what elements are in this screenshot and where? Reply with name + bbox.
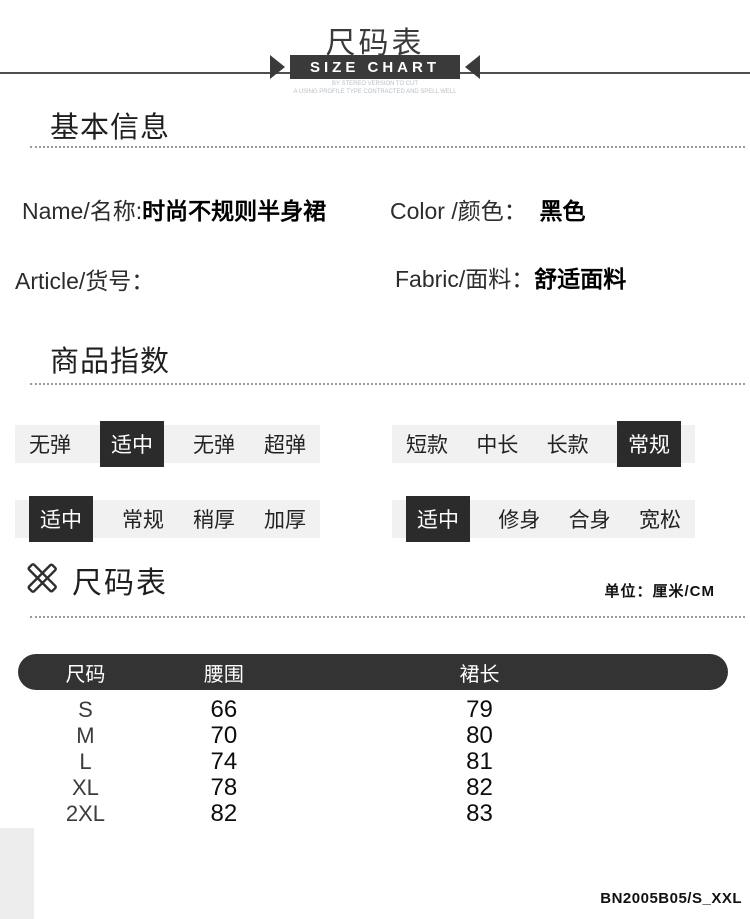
- cell-length: 80: [466, 722, 493, 749]
- cell-size: S: [78, 697, 93, 722]
- cell-length: 79: [466, 696, 493, 723]
- option-elasticity-4: 超弹: [264, 434, 306, 457]
- option-length-2: 中长: [476, 434, 519, 457]
- cell-waist: 78: [210, 774, 238, 801]
- dotted-divider-1: [30, 146, 745, 148]
- size-table-header: 尺码 腰围 裙长: [18, 654, 728, 690]
- cell-waist: 82: [210, 800, 238, 827]
- fabric-label: Fabric/面料：: [395, 266, 535, 292]
- cell-size: L: [79, 749, 92, 774]
- name-field: Name/名称:时尚不规则半身裙: [22, 192, 326, 226]
- fabric-value: 舒适面料: [534, 266, 627, 292]
- option-thickness-1-selected: 适中: [29, 496, 93, 542]
- table-row-xl: XL 78 82: [18, 774, 728, 801]
- color-label: Color /颜色：: [390, 198, 527, 224]
- dotted-divider-2: [30, 383, 745, 385]
- cell-waist: 70: [210, 722, 238, 749]
- cell-size: M: [76, 723, 95, 748]
- page-title: 尺码表: [325, 27, 425, 60]
- option-elasticity-1: 无弹: [29, 434, 71, 457]
- sku-code: BN2005B05/S_XXL: [600, 890, 742, 907]
- unit-label: 单位：厘米/CM: [604, 583, 715, 600]
- option-group-elasticity: 无弹 适中 无弹 超弹: [15, 421, 320, 467]
- cell-waist: 74: [210, 748, 238, 775]
- color-value: 黑色: [539, 198, 586, 224]
- fineprint-line-2: A USING PROFILE TYPE CONTRACTED AND SPEL…: [293, 88, 457, 95]
- option-thickness-4: 加厚: [264, 509, 306, 532]
- cell-size: XL: [71, 775, 99, 800]
- table-row-2xl: 2XL 82 83: [18, 800, 728, 827]
- article-field: Article/货号：: [15, 262, 154, 296]
- option-length-3: 长款: [546, 434, 589, 457]
- option-thickness-3: 稍厚: [193, 509, 235, 532]
- basic-info-heading: 基本信息: [50, 112, 171, 144]
- option-elasticity-2-selected: 适中: [100, 421, 164, 467]
- size-table-body: S 66 79 M 70 80 L 74 81 XL 78 82 2XL 82 …: [18, 696, 728, 827]
- option-length-1: 短款: [406, 434, 448, 457]
- ribbon-left-tail-icon: [270, 55, 285, 79]
- cell-length: 81: [466, 748, 493, 775]
- ribbon-label: SIZE CHART: [290, 55, 460, 79]
- option-fit-4: 宽松: [638, 509, 681, 532]
- name-label: Name/名称:: [22, 198, 143, 224]
- name-value: 时尚不规则半身裙: [142, 198, 327, 224]
- option-group-length: 短款 中长 长款 常规: [392, 421, 695, 467]
- cell-length: 82: [466, 774, 493, 801]
- column-header-size: 尺码: [65, 663, 106, 686]
- left-edge-strip: [0, 828, 34, 919]
- option-length-4-selected: 常规: [616, 421, 681, 467]
- fabric-field: Fabric/面料：舒适面料: [395, 260, 626, 294]
- option-fit-2: 修身: [498, 509, 541, 532]
- ruler-pencil-icon: [27, 563, 57, 593]
- fineprint-line-1: BY STEREO VERSION TO CUT: [332, 80, 418, 87]
- option-group-thickness: 适中 常规 稍厚 加厚: [15, 496, 320, 542]
- option-fit-1-selected: 适中: [406, 496, 470, 542]
- option-elasticity-3: 无弹: [193, 434, 235, 457]
- banner-fineprint: BY STEREO VERSION TO CUT A USING PROFILE…: [56, 80, 694, 96]
- article-label: Article/货号：: [15, 268, 155, 294]
- size-chart-ribbon: SIZE CHART: [270, 55, 480, 79]
- cell-waist: 66: [210, 696, 238, 723]
- table-row-l: L 74 81: [18, 748, 728, 775]
- size-chart-heading: 尺码表: [72, 567, 168, 600]
- column-header-waist: 腰围: [203, 663, 244, 686]
- option-thickness-2: 常规: [122, 509, 164, 532]
- ribbon-right-tail-icon: [465, 55, 480, 79]
- cell-size: 2XL: [65, 801, 106, 826]
- table-row-m: M 70 80: [18, 722, 728, 749]
- table-row-s: S 66 79: [18, 696, 728, 723]
- product-index-heading: 商品指数: [50, 346, 171, 378]
- option-group-fit: 适中 修身 合身 宽松: [392, 496, 695, 542]
- option-fit-3: 合身: [568, 509, 611, 532]
- column-header-length: 裙长: [459, 663, 500, 686]
- color-field: Color /颜色： 黑色: [390, 192, 586, 226]
- cell-length: 83: [466, 800, 493, 827]
- dotted-divider-3: [30, 616, 745, 618]
